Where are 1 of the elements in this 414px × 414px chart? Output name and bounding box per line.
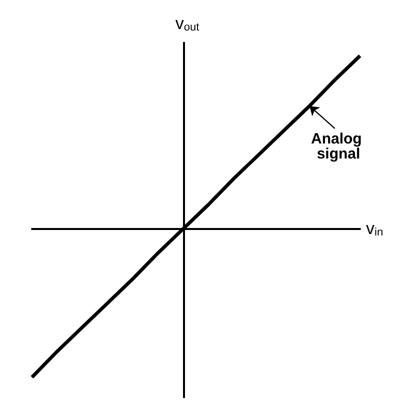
annotation: Analog signal — [311, 130, 366, 163]
